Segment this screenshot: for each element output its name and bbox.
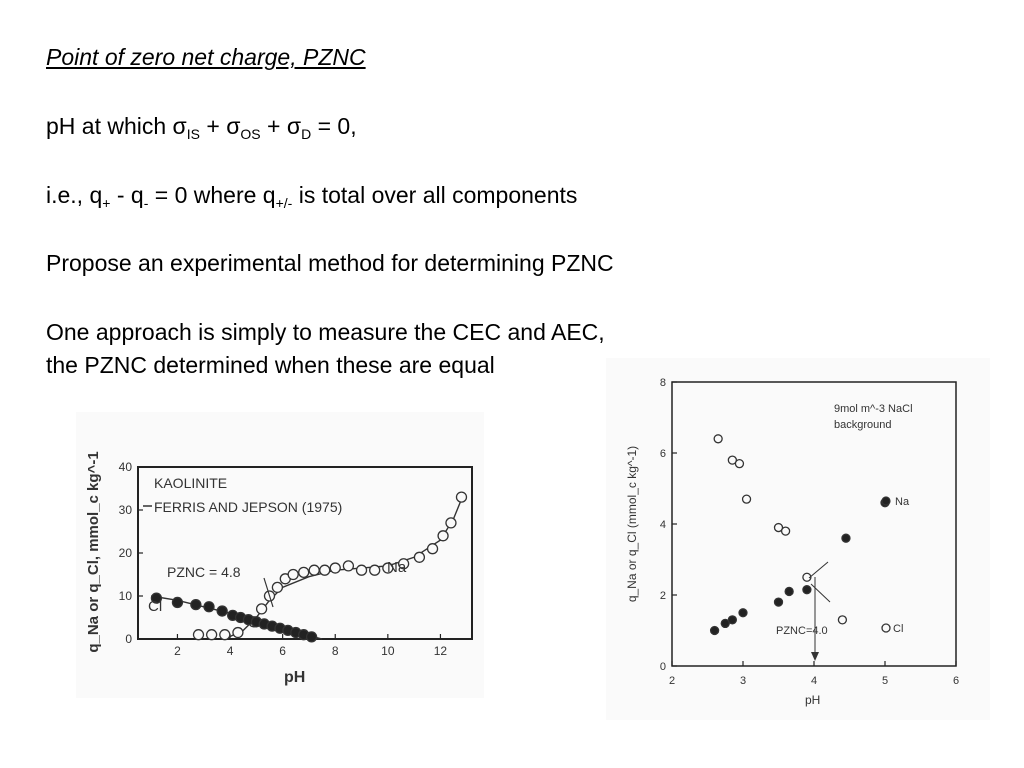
data-point-na: [271, 581, 284, 594]
x-tick-label: 10: [381, 644, 395, 658]
data-point-na: [455, 491, 468, 503]
y-axis-label-text: q_Na or q_Cl, mmol_c kg^-1: [85, 451, 102, 652]
x-tick-label: 2: [174, 644, 181, 658]
pznc-intersect-line-b: [810, 583, 831, 603]
kaolinite-figure: q_Na or q_Cl, mmol_c kg^-1 2 4 6 8 10 12 0 10 20…: [76, 412, 484, 698]
y-tick-label: 40: [119, 460, 133, 474]
data-point-cl: [171, 596, 184, 609]
y-axis-label-text: q_Na or q_Cl (mmol_c kg^-1): [625, 446, 639, 602]
y-tick-label: 20: [119, 546, 133, 560]
data-point-cl: [837, 615, 848, 625]
chart-subtitle: FERRIS AND JEPSON (1975): [154, 499, 342, 515]
data-point-na: [382, 562, 394, 574]
question-line: Propose an experimental method for deter…: [46, 250, 614, 276]
plot-frame: [671, 381, 957, 667]
approach-line-2: the PZNC determined when these are equal: [46, 352, 495, 378]
chart-title: KAOLINITE: [154, 475, 227, 491]
data-point-na: [319, 564, 331, 576]
data-point-cl: [734, 459, 745, 469]
y-tick-label: 0: [660, 661, 666, 673]
legend-cl-label: Cl: [893, 623, 903, 635]
data-point-na: [802, 585, 812, 595]
data-point-na: [205, 629, 218, 641]
x-tick-label: 3: [740, 675, 746, 687]
chart-subtitle: background: [834, 419, 892, 431]
data-point-na: [355, 564, 368, 576]
data-point-na: [287, 568, 299, 581]
data-point-na: [720, 618, 730, 629]
pznc-arrowhead: [811, 652, 819, 661]
pznc-label: PZNC = 4.8: [167, 564, 241, 580]
x-tick-label: 4: [811, 675, 817, 687]
y-tick-label: 8: [660, 377, 666, 389]
legend-na-label: Na: [895, 496, 910, 508]
pznc-label: PZNC=4.0: [776, 625, 828, 637]
data-point-na: [219, 629, 231, 641]
data-point-na: [784, 586, 794, 597]
y-tick-label: 4: [660, 519, 666, 531]
y-tick-label: 30: [119, 503, 133, 517]
pznc-intersect-line-a: [808, 561, 829, 579]
data-point-cl: [150, 592, 163, 604]
x-tick-label: 4: [227, 644, 234, 658]
data-point-na: [232, 626, 244, 639]
y-tick-label: 0: [125, 632, 132, 646]
data-point-na: [413, 551, 426, 563]
data-point-na: [255, 603, 268, 615]
y-tick-label: 10: [119, 589, 133, 603]
data-point-na: [308, 564, 320, 576]
x-tick-label: 2: [669, 675, 675, 687]
x-tick-label: 6: [279, 644, 286, 658]
cl-curve-label: Cl: [148, 598, 162, 615]
charge-balance-line: i.e., q+ - q- = 0 where q+/- is total ov…: [46, 182, 578, 211]
x-tick-label: 6: [953, 675, 959, 687]
data-point-na: [841, 533, 851, 543]
chart-title: 9mol m^-3 NaCl: [834, 403, 913, 415]
data-point-na: [445, 517, 457, 529]
x-tick-label: 8: [332, 644, 339, 658]
slide-title: Point of zero net charge, PZNC: [46, 44, 366, 70]
y-tick-label: 2: [660, 590, 666, 602]
definition-line: pH at which σIS + σOS + σD = 0,: [46, 113, 357, 142]
kaolinite-chart: q_Na or q_Cl, mmol_c kg^-1 2 4 6 8 10 12 0 10 20…: [85, 451, 473, 686]
data-point-na: [369, 564, 381, 576]
data-point-na: [397, 558, 410, 570]
data-point-na: [342, 560, 355, 572]
data-point-na: [192, 629, 205, 641]
x-axis-label: pH: [284, 669, 305, 686]
na-curve-label: Na: [387, 559, 407, 576]
data-point-cl: [773, 522, 784, 533]
pznc-pointer: [263, 577, 274, 608]
data-point-cl: [216, 605, 228, 617]
data-point-na: [709, 625, 720, 636]
data-point-cl: [780, 526, 791, 536]
x-axis-label: pH: [805, 693, 820, 707]
legend-cl-marker: [881, 623, 891, 633]
data-point-na: [329, 562, 341, 574]
legend-na-marker: [881, 496, 891, 506]
data-point-na: [773, 597, 784, 607]
x-tick-label: 5: [882, 675, 888, 687]
data-point-cl: [727, 455, 737, 465]
data-point-cl: [802, 572, 812, 582]
data-point-cl: [203, 601, 215, 613]
data-point-na: [426, 543, 439, 555]
y-axis-label: q_Na or q_Cl, mmol_c kg^-1: [85, 451, 102, 652]
approach-line-1: One approach is simply to measure the CE…: [46, 319, 605, 345]
data-point-na: [738, 608, 748, 618]
data-point-cl: [713, 434, 723, 444]
data-point-na: [727, 615, 737, 625]
x-tick-label: 12: [434, 644, 448, 658]
y-tick-label: 6: [660, 448, 666, 460]
data-point-cl: [305, 631, 318, 643]
data-point-cl: [741, 494, 752, 504]
data-point-na: [298, 566, 310, 579]
y-axis-label: q_Na or q_Cl (mmol_c kg^-1): [625, 446, 639, 602]
data-point-cl: [190, 598, 202, 611]
data-point-na: [437, 530, 449, 542]
